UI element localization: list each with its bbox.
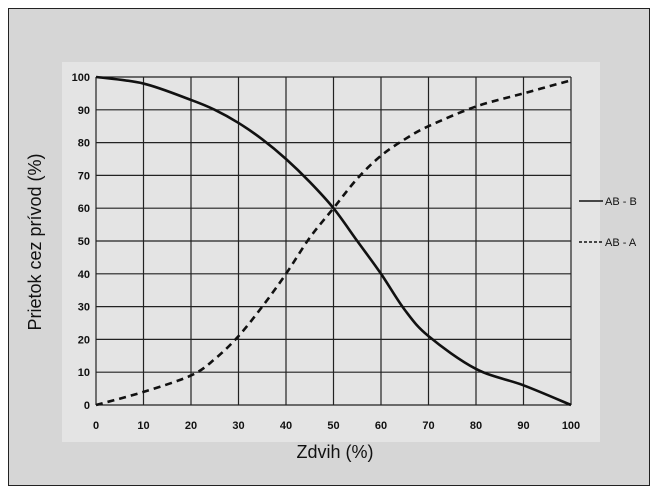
series-line-ab-b [95, 75, 572, 407]
y-tick-label: 80 [78, 138, 90, 150]
y-tick-label: 10 [78, 367, 90, 379]
legend: AB - B AB - A [579, 196, 637, 249]
x-tick-label: 10 [137, 420, 149, 432]
y-tick-label: 60 [78, 203, 90, 215]
x-tick-label: 70 [422, 420, 434, 432]
y-tick-label: 100 [72, 72, 90, 84]
legend-label: AB - A [605, 237, 637, 249]
series-group [95, 75, 572, 407]
x-tick-label: 80 [470, 420, 482, 432]
y-axis-title: Prietok cez prívod (%) [25, 153, 45, 330]
y-tick-label: 90 [78, 105, 90, 117]
x-tick-labels: 0 10 20 30 40 50 60 70 80 90 100 [93, 420, 580, 432]
y-tick-label: 40 [78, 269, 90, 281]
y-tick-label: 0 [84, 400, 90, 412]
series-line-ab-a [95, 79, 572, 407]
x-tick-label: 50 [327, 420, 339, 432]
grid [95, 76, 572, 406]
x-tick-label: 0 [93, 420, 99, 432]
x-tick-label: 90 [517, 420, 529, 432]
y-tick-label: 70 [78, 170, 90, 182]
y-tick-label: 20 [78, 334, 90, 346]
x-tick-label: 100 [562, 420, 580, 432]
x-tick-label: 60 [375, 420, 387, 432]
y-tick-label: 50 [78, 236, 90, 248]
x-axis-title: Zdvih (%) [296, 442, 373, 462]
x-tick-label: 40 [280, 420, 292, 432]
x-tick-label: 20 [185, 420, 197, 432]
x-tick-label: 30 [232, 420, 244, 432]
legend-label: AB - B [605, 196, 637, 208]
y-tick-labels: 0 10 20 30 40 50 60 70 80 90 100 [72, 72, 90, 412]
plot-area [62, 62, 600, 442]
y-tick-label: 30 [78, 302, 90, 314]
